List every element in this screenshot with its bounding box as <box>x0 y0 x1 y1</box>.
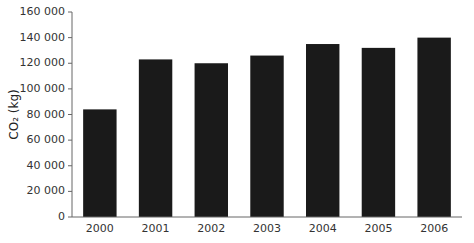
bar <box>250 56 283 217</box>
bar <box>417 38 450 217</box>
x-tick-label: 2000 <box>86 222 114 235</box>
chart: 0 20 000 40 000 60 000 80 000 100 000 120 000 1… <box>0 0 474 243</box>
y-tick-label: 80 000 <box>27 108 66 121</box>
y-axis-label: CO₂ (kg) <box>7 89 21 139</box>
y-tick <box>68 114 72 115</box>
x-tick-label: 2006 <box>420 222 448 235</box>
x-tick-label: 2001 <box>142 222 170 235</box>
bar <box>139 59 172 217</box>
y-tick <box>68 140 72 141</box>
y-tick-label: 140 000 <box>20 31 66 44</box>
x-axis-line <box>72 217 462 218</box>
y-axis: 0 20 000 40 000 60 000 80 000 100 000 120 000 1… <box>20 5 73 223</box>
y-tick-label: 60 000 <box>27 133 66 146</box>
y-tick-label: 20 000 <box>27 184 66 197</box>
x-tick-label: 2003 <box>253 222 281 235</box>
x-axis: 2000 2001 2002 2003 2004 2005 2006 <box>86 222 448 235</box>
x-tick-label: 2005 <box>364 222 392 235</box>
y-tick <box>68 63 72 64</box>
bar <box>306 44 339 217</box>
y-tick-label: 100 000 <box>20 82 66 95</box>
y-tick <box>68 88 72 89</box>
bars <box>83 38 451 217</box>
y-tick <box>68 165 72 166</box>
bar <box>195 63 228 217</box>
y-tick-label: 120 000 <box>20 56 66 69</box>
x-tick-label: 2004 <box>309 222 337 235</box>
y-tick-label: 0 <box>58 210 65 223</box>
chart-container: 0 20 000 40 000 60 000 80 000 100 000 120 000 1… <box>0 0 474 243</box>
y-tick <box>68 217 72 218</box>
bar <box>83 109 116 217</box>
bar <box>362 48 395 217</box>
y-tick-label: 160 000 <box>20 5 66 18</box>
y-tick <box>68 37 72 38</box>
y-axis-line <box>72 12 73 217</box>
y-tick <box>68 12 72 13</box>
y-tick <box>68 191 72 192</box>
y-tick-label: 40 000 <box>27 159 66 172</box>
x-tick-label: 2002 <box>197 222 225 235</box>
